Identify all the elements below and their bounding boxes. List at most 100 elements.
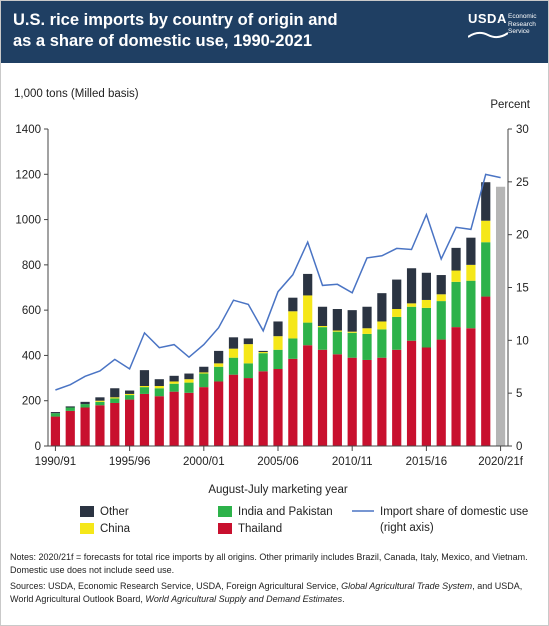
y-left-tick-label: 600 — [22, 305, 41, 317]
bar-china-2008-09 — [317, 325, 328, 328]
bar-india-and-pakistan-2001-02 — [214, 366, 224, 382]
bar-other-2004-05 — [258, 350, 268, 353]
bar-other-2019-20 — [481, 182, 491, 221]
bar-india-and-pakistan-1994-95 — [110, 398, 120, 403]
bar-other-2011-12 — [362, 306, 372, 329]
bar-china-2015-16 — [421, 299, 431, 308]
bar-india-and-pakistan-1997-98 — [154, 388, 164, 397]
y-left-tick-label: 1400 — [15, 124, 41, 136]
bar-thailand-1997-98 — [154, 396, 164, 446]
bar-thailand-2011-12 — [362, 359, 372, 446]
notes-text: Notes: 2020/21f = forecasts for total ri… — [10, 552, 528, 575]
bar-india-and-pakistan-2014-15 — [406, 306, 417, 341]
bar-china-2002-03 — [228, 348, 239, 358]
bar-india-and-pakistan-1999-00 — [184, 382, 194, 393]
bar-other-1994-95 — [110, 388, 120, 398]
bar-other-2010-11 — [347, 310, 357, 332]
bar-china-2016-17 — [436, 294, 446, 302]
x-axis-label: August-July marketing year — [208, 484, 348, 496]
bar-other-1991-92 — [65, 406, 75, 408]
y-axis-left-label: 1,000 tons (Milled basis) — [14, 88, 139, 100]
bar-china-2014-15 — [406, 303, 417, 307]
bar-thailand-2013-14 — [392, 349, 402, 446]
bar-india-and-pakistan-2017-18 — [451, 281, 461, 328]
legend-label-import-share-of-domestic-use-line2: (right axis) — [380, 522, 434, 534]
bar-thailand-1999-00 — [184, 392, 194, 446]
y-left-tick-label: 1000 — [15, 215, 41, 227]
y-left-tick-label: 400 — [22, 350, 41, 362]
bar-thailand-1993-94 — [95, 405, 105, 446]
bar-other-2017-18 — [451, 247, 461, 271]
bar-thailand-2009-10 — [332, 354, 342, 446]
y-right-tick-label: 0 — [516, 441, 522, 453]
bar-thailand-2015-16 — [421, 347, 431, 446]
legend-swatch-india-and-pakistan — [218, 506, 232, 517]
y-left-tick-label: 800 — [22, 260, 41, 272]
bar-china-2006-07 — [288, 311, 298, 339]
bar-china-1999-00 — [184, 379, 194, 383]
usda-logo-subtitle: Economic Research Service — [508, 13, 537, 35]
bar-india-and-pakistan-2018-19 — [466, 280, 476, 329]
rice-imports-chart: 1,000 tons (Milled basis) Percent 020040… — [14, 88, 531, 535]
x-tick-label: 2005/06 — [257, 456, 299, 468]
bar-china-1994-95 — [110, 397, 120, 399]
bar-china-2013-14 — [392, 309, 402, 317]
bar-china-1998-99 — [169, 381, 179, 384]
y-left-tick-label: 0 — [35, 441, 41, 453]
bar-other-2001-02 — [214, 350, 224, 364]
bar-thailand-2008-09 — [317, 349, 328, 446]
bar-thailand-2003-04 — [243, 378, 253, 446]
bar-india-and-pakistan-2005-06 — [273, 349, 283, 370]
bar-other-1995-96 — [125, 390, 135, 394]
bar-other-2014-15 — [406, 268, 417, 304]
bar-thailand-2002-03 — [228, 374, 239, 446]
legend-swatch-china — [80, 523, 94, 534]
bar-india-and-pakistan-2009-10 — [332, 331, 342, 355]
bar-china-2004-05 — [258, 352, 268, 354]
bar-other-1997-98 — [154, 379, 164, 386]
bar-china-2009-10 — [332, 330, 342, 332]
bar-india-and-pakistan-2002-03 — [228, 357, 239, 375]
bar-thailand-1992-93 — [80, 407, 90, 446]
bar-india-and-pakistan-2004-05 — [258, 353, 268, 372]
bar-thailand-1998-99 — [169, 391, 179, 446]
sources-end: . — [342, 593, 345, 604]
sources-italic-gats: Global Agricultural Trade System — [341, 581, 473, 591]
bar-other-2008-09 — [317, 306, 328, 326]
bar-china-1995-96 — [125, 393, 135, 396]
x-tick-label: 1995/96 — [109, 456, 151, 468]
bar-india-and-pakistan-1996-97 — [139, 387, 150, 394]
bar-india-and-pakistan-2016-17 — [436, 301, 446, 340]
bar-other-2003-04 — [243, 338, 253, 345]
bar-china-2000-01 — [199, 372, 209, 374]
bar-forecast-2020-21f — [495, 186, 506, 446]
bar-india-and-pakistan-2012-13 — [377, 329, 387, 358]
bar-thailand-2005-06 — [273, 369, 283, 446]
bar-other-2000-01 — [199, 366, 209, 373]
x-tick-label: 2015/16 — [406, 456, 448, 468]
x-axis-ticks: 1990/91 1995/96 2000/01 2005/06 2010/11 2015/… — [35, 446, 524, 468]
bar-china-2007-08 — [303, 295, 313, 323]
chart-notes: Notes: 2020/21f = forecasts for total ri… — [10, 551, 540, 609]
bar-thailand-2001-02 — [214, 381, 224, 446]
y-left-tick-label: 200 — [22, 396, 41, 408]
bar-india-and-pakistan-1993-94 — [95, 401, 105, 406]
x-tick-label: 2020/21f — [478, 456, 524, 468]
bar-china-2019-20 — [481, 220, 491, 243]
legend-label-india-and-pakistan: India and Pakistan — [238, 506, 333, 518]
bar-india-and-pakistan-2000-01 — [199, 373, 209, 388]
chart-header: U.S. rice imports by country of origin a… — [1, 1, 548, 63]
bar-india-and-pakistan-1998-99 — [169, 383, 179, 392]
bar-thailand-2012-13 — [377, 357, 387, 446]
bar-thailand-1996-97 — [139, 393, 150, 446]
bar-china-1997-98 — [154, 385, 164, 389]
bar-india-and-pakistan-2003-04 — [243, 363, 253, 379]
bar-india-and-pakistan-2011-12 — [362, 333, 372, 360]
bar-thailand-1990-91 — [50, 416, 61, 446]
bar-india-and-pakistan-2008-09 — [317, 327, 328, 350]
usda-logo-text: USDA — [468, 11, 507, 26]
y-right-tick-label: 25 — [516, 177, 529, 189]
bar-india-and-pakistan-1990-91 — [50, 413, 61, 417]
bar-china-2001-02 — [214, 363, 224, 367]
y-right-tick-label: 5 — [516, 388, 522, 400]
